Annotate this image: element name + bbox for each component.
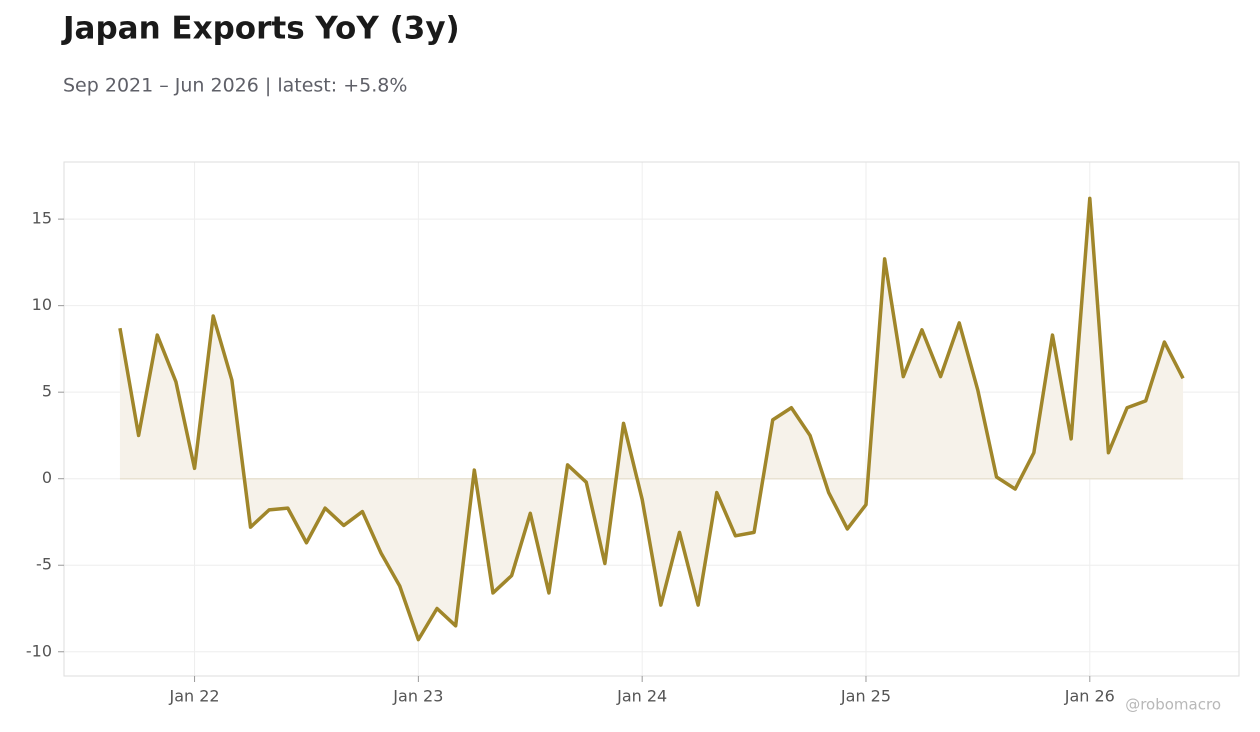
series-line <box>118 196 1185 642</box>
x-tick-label: Jan 26 <box>1064 687 1115 706</box>
y-tick-label: 5 <box>42 382 52 401</box>
x-tick-label: Jan 23 <box>392 687 443 706</box>
area-fill <box>119 198 1184 640</box>
y-tick-label: 0 <box>42 468 52 487</box>
y-tick-label: 15 <box>32 209 52 228</box>
x-tick-label: Jan 22 <box>169 687 220 706</box>
y-tick-label: -10 <box>26 641 52 660</box>
watermark: @robomacro <box>1125 696 1221 714</box>
chart-subtitle: Sep 2021 – Jun 2026 | latest: +5.8% <box>63 75 407 97</box>
y-tick-label: 10 <box>32 295 52 314</box>
plot-frame <box>63 161 1240 677</box>
x-tick-label: Jan 24 <box>616 687 667 706</box>
x-tick-label: Jan 25 <box>840 687 891 706</box>
y-tick-label: -5 <box>36 555 52 574</box>
chart-title: Japan Exports YoY (3y) <box>61 11 460 47</box>
